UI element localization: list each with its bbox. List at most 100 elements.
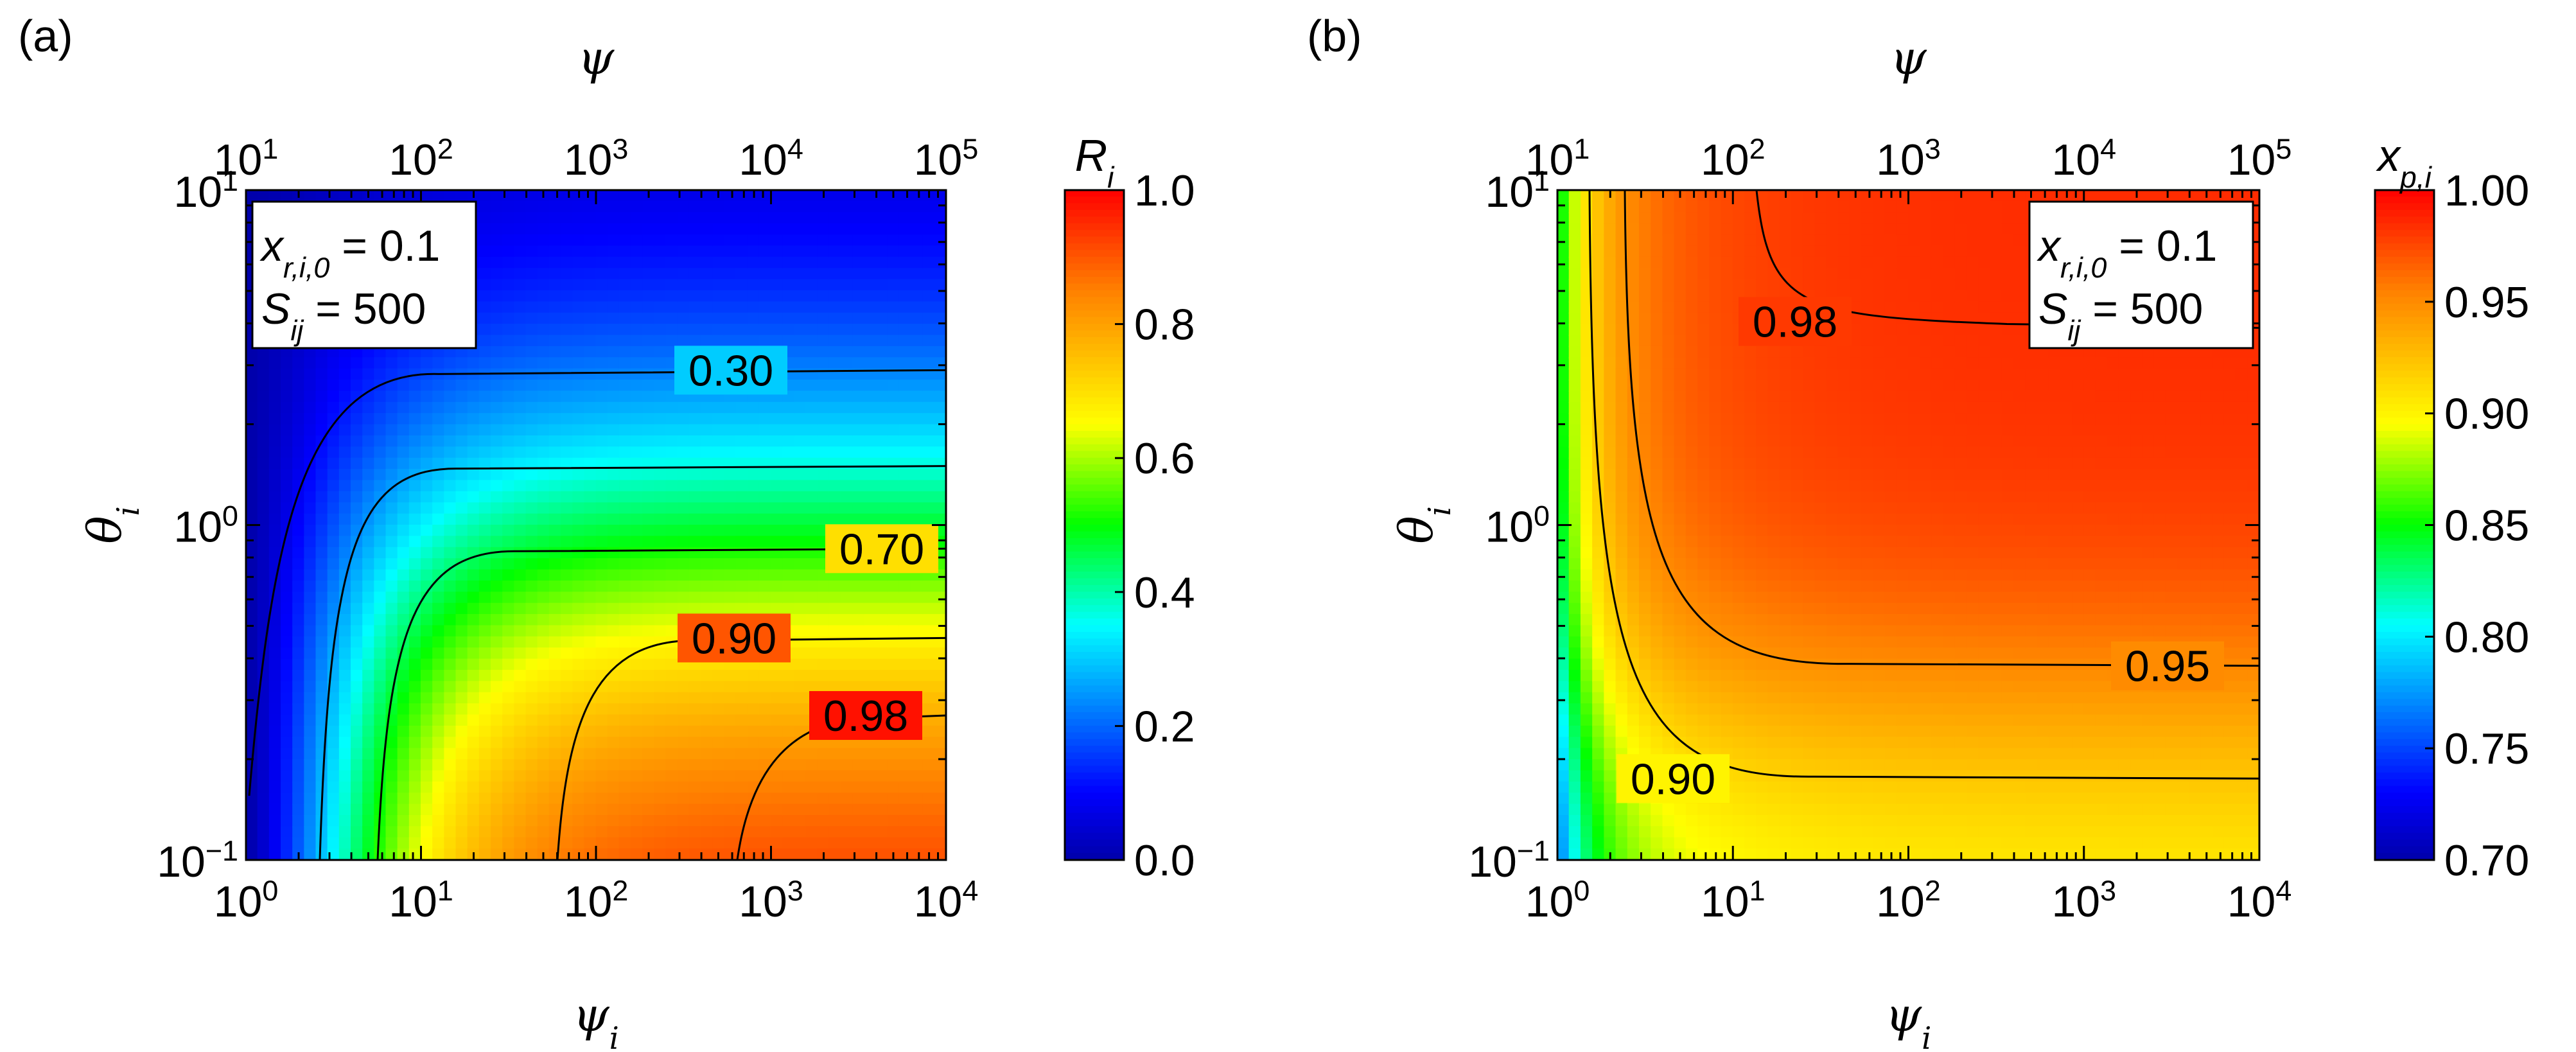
heatmap-cell bbox=[315, 647, 329, 660]
heatmap-cell bbox=[525, 491, 539, 504]
heatmap-cell bbox=[268, 681, 282, 694]
heatmap-cell bbox=[548, 681, 562, 694]
heatmap-cell bbox=[794, 446, 807, 459]
heatmap-cell bbox=[665, 290, 679, 302]
heatmap-cell bbox=[665, 793, 679, 805]
heatmap-cell bbox=[852, 748, 865, 760]
heatmap-cell bbox=[794, 491, 807, 504]
heatmap-cell bbox=[502, 525, 515, 537]
heatmap-cell bbox=[1639, 279, 1652, 292]
heatmap-cell bbox=[1651, 256, 1663, 269]
heatmap-cell bbox=[665, 658, 679, 671]
heatmap-cell bbox=[1604, 502, 1617, 515]
heatmap-cell bbox=[467, 480, 480, 493]
heatmap-cell bbox=[1697, 290, 1710, 302]
heatmap-cell bbox=[1697, 301, 1710, 314]
heatmap-cell bbox=[1627, 457, 1640, 470]
heatmap-cell bbox=[828, 413, 842, 426]
heatmap-cell bbox=[537, 681, 550, 694]
heatmap-cell bbox=[1615, 725, 1629, 738]
heatmap-cell bbox=[478, 413, 492, 426]
heatmap-cell bbox=[1685, 312, 1699, 325]
heatmap-cell bbox=[257, 480, 270, 493]
heatmap-cell bbox=[467, 692, 480, 705]
heatmap-cell bbox=[1604, 636, 1617, 649]
heatmap-cell bbox=[351, 658, 364, 671]
heatmap-cell bbox=[548, 580, 562, 593]
heatmap-cell bbox=[677, 725, 690, 738]
heatmap-cell bbox=[315, 346, 329, 358]
heatmap-cell bbox=[584, 368, 597, 381]
heatmap-cell bbox=[1627, 256, 1640, 269]
heatmap-cell bbox=[315, 602, 329, 615]
heatmap-cell bbox=[654, 189, 667, 202]
heatmap-cell bbox=[1744, 279, 1757, 292]
heatmap-cell bbox=[292, 625, 305, 638]
heatmap-cell bbox=[525, 770, 539, 783]
heatmap-cell bbox=[478, 446, 492, 459]
heatmap-cell bbox=[642, 256, 655, 269]
heatmap-cell bbox=[362, 602, 375, 615]
heatmap-cell bbox=[315, 547, 329, 559]
heatmap-cell bbox=[292, 592, 305, 604]
heatmap-cell bbox=[1697, 703, 1710, 716]
heatmap-cell bbox=[397, 413, 410, 426]
heatmap-cell bbox=[1592, 759, 1605, 771]
heatmap-cell bbox=[281, 781, 294, 794]
heatmap-cell bbox=[1604, 335, 1617, 347]
heatmap-cell bbox=[1604, 413, 1617, 426]
heatmap-cell bbox=[327, 826, 340, 839]
heatmap-cell bbox=[525, 256, 539, 269]
heatmap-cell bbox=[1592, 502, 1605, 515]
heatmap-cell bbox=[374, 614, 387, 626]
heatmap-cell bbox=[257, 380, 270, 392]
heatmap-cell bbox=[782, 413, 795, 426]
heatmap-cell bbox=[561, 547, 574, 559]
heatmap-cell bbox=[922, 390, 935, 403]
heatmap-cell bbox=[595, 569, 609, 582]
heatmap-cell bbox=[478, 658, 492, 671]
heatmap-cell bbox=[327, 781, 340, 794]
heatmap-cell bbox=[782, 491, 795, 504]
heatmap-cell bbox=[1639, 814, 1652, 827]
heatmap-cell bbox=[898, 491, 912, 504]
heatmap-cell bbox=[758, 502, 772, 515]
colorbar-segment bbox=[1065, 812, 1124, 821]
heatmap-cell bbox=[864, 324, 877, 336]
heatmap-cell bbox=[794, 424, 807, 437]
heatmap-cell bbox=[1639, 335, 1652, 347]
heatmap-cell bbox=[548, 200, 562, 213]
contour-label: 0.70 bbox=[839, 525, 924, 574]
heatmap-cell bbox=[654, 290, 667, 302]
heatmap-cell bbox=[1557, 390, 1570, 403]
heatmap-cell bbox=[1568, 826, 1582, 839]
heatmap-cell bbox=[642, 647, 655, 660]
heatmap-cell bbox=[1662, 446, 1676, 459]
heatmap-cell bbox=[432, 469, 445, 481]
heatmap-cell bbox=[245, 558, 259, 571]
heatmap-cell bbox=[875, 401, 889, 414]
heatmap-cell bbox=[491, 636, 504, 649]
heatmap-cell bbox=[595, 290, 609, 302]
heatmap-cell bbox=[595, 346, 609, 358]
heatmap-cell bbox=[1767, 480, 1781, 493]
heatmap-cell bbox=[1685, 669, 1699, 682]
heatmap-cell bbox=[421, 480, 434, 493]
heatmap-cell bbox=[1674, 725, 1687, 738]
heatmap-cell bbox=[852, 324, 865, 336]
heatmap-cell bbox=[887, 759, 900, 771]
heatmap-cell bbox=[537, 614, 550, 626]
heatmap-cell bbox=[374, 346, 387, 358]
heatmap-cell bbox=[397, 692, 410, 705]
heatmap-cell bbox=[782, 457, 795, 470]
heatmap-cell bbox=[631, 536, 644, 548]
heatmap-cell bbox=[1697, 513, 1710, 526]
heatmap-cell bbox=[1604, 279, 1617, 292]
heatmap-cell bbox=[1721, 200, 1734, 213]
heatmap-cell bbox=[584, 614, 597, 626]
heatmap-cell bbox=[805, 636, 819, 649]
heatmap-cell bbox=[502, 592, 515, 604]
heatmap-cell bbox=[514, 636, 527, 649]
colorbar-segment bbox=[1065, 746, 1124, 754]
